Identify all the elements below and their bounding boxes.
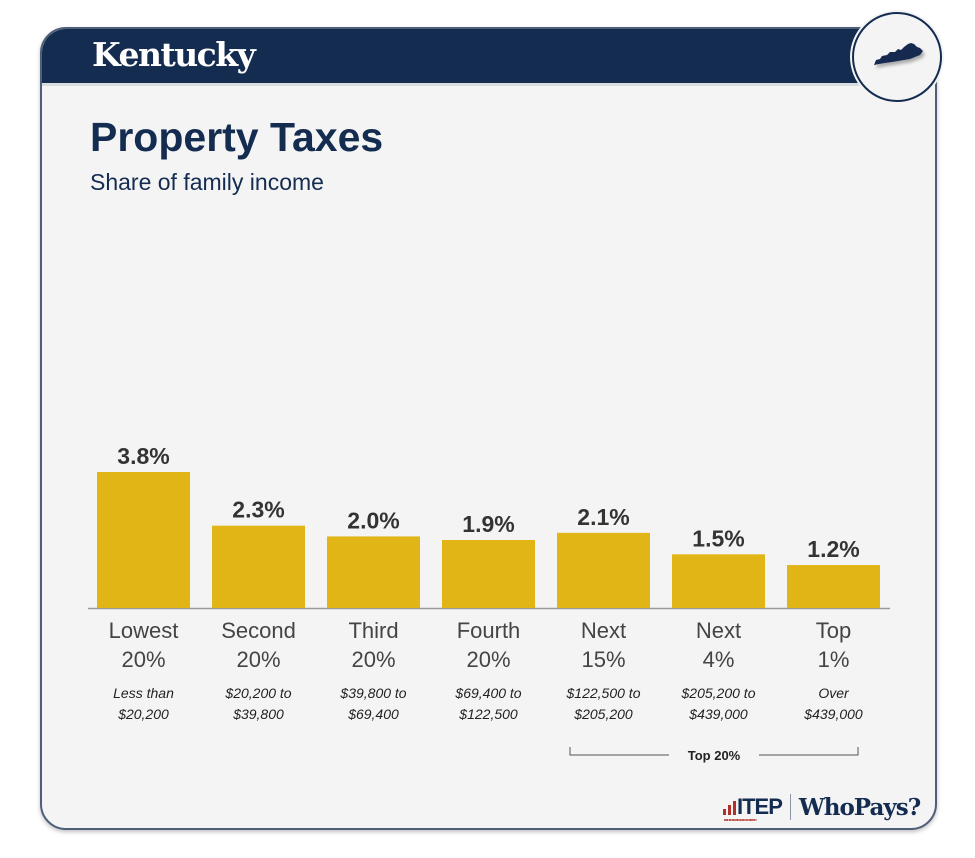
category-label-6-0: Top [816,618,851,643]
bar-2 [327,536,420,608]
income-range-1-1: $39,800 [232,706,284,722]
income-range-5-0: $205,200 to [681,685,756,701]
income-range-0-0: Less than [113,685,174,701]
kentucky-map-icon [874,43,923,65]
category-label-2-0: Third [348,618,398,643]
income-range-2-1: $69,400 [347,706,399,722]
income-range-2-0: $39,800 to [339,685,406,701]
category-label-5-0: Next [696,618,741,643]
income-range-6-0: Over [818,685,850,701]
value-label-3: 1.9% [462,511,514,537]
state-header: Kentucky [42,29,935,86]
category-label-4-0: Next [581,618,626,643]
chart-subtitle: Share of family income [90,169,324,195]
bracket-left [569,747,669,756]
bar-6 [787,565,880,608]
category-label-1-0: Second [221,618,296,643]
chart-card: Kentucky [40,27,937,830]
logo-divider [789,794,791,820]
income-range-0-1: $20,200 [117,706,169,722]
value-label-1: 2.3% [232,497,284,523]
income-range-1-0: $20,200 to [224,685,291,701]
value-label-4: 2.1% [577,504,629,530]
income-range-6-1: $439,000 [803,706,863,722]
value-label-6: 1.2% [807,536,859,562]
bar-3 [442,540,535,608]
bar-4 [557,532,650,608]
value-label-2: 2.0% [347,507,399,533]
itep-bars-icon [723,801,736,815]
state-badge [852,12,942,102]
footer-logo: ITEP INSTITUTE ON TAXATION AND ECONOMIC … [723,792,921,822]
income-range-3-1: $122,500 [458,706,518,722]
income-range-5-1: $439,000 [688,706,748,722]
category-label-2-1: 20% [351,647,395,672]
category-label-3-0: Fourth [457,618,521,643]
income-range-4-1: $205,200 [573,706,633,722]
value-label-0: 3.8% [117,443,169,469]
income-range-4-0: $122,500 to [566,685,641,701]
category-label-0-0: Lowest [109,618,179,643]
category-label-5-1: 4% [703,647,735,672]
whopays-logo: WhoPays? [798,793,921,821]
category-label-1-1: 20% [236,647,280,672]
chart-title: Property Taxes [90,114,384,160]
bracket-label: Top 20% [688,748,741,763]
itep-tagline: INSTITUTE ON TAXATION AND ECONOMIC POLIC… [724,818,757,822]
bracket-right [759,747,859,756]
value-label-5: 1.5% [692,525,744,551]
bar-1 [212,525,305,608]
itep-logo: ITEP INSTITUTE ON TAXATION AND ECONOMIC … [723,794,783,822]
itep-text: ITEP [737,794,783,819]
bar-0 [97,472,190,608]
state-name: Kentucky [92,35,256,74]
income-range-3-0: $69,400 to [454,685,521,701]
category-label-0-1: 20% [121,647,165,672]
category-label-4-1: 15% [581,647,625,672]
category-label-6-1: 1% [818,647,850,672]
category-label-3-1: 20% [466,647,510,672]
bar-5 [672,554,765,608]
